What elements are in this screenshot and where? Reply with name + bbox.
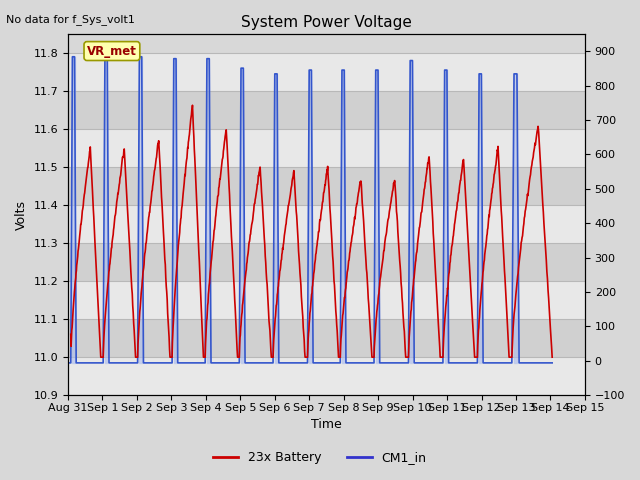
Legend: 23x Battery, CM1_in: 23x Battery, CM1_in <box>208 446 432 469</box>
Text: No data for f_Sys_volt1: No data for f_Sys_volt1 <box>6 14 135 25</box>
Bar <box>68 91 585 129</box>
Text: VR_met: VR_met <box>87 45 137 58</box>
Bar <box>68 243 585 281</box>
Bar <box>68 53 585 91</box>
Bar <box>68 167 585 205</box>
Bar <box>68 319 585 357</box>
Title: System Power Voltage: System Power Voltage <box>241 15 412 30</box>
Y-axis label: Volts: Volts <box>15 200 28 229</box>
Bar <box>68 205 585 243</box>
X-axis label: Time: Time <box>311 419 342 432</box>
Bar <box>68 281 585 319</box>
Bar <box>68 129 585 167</box>
Bar <box>68 357 585 395</box>
